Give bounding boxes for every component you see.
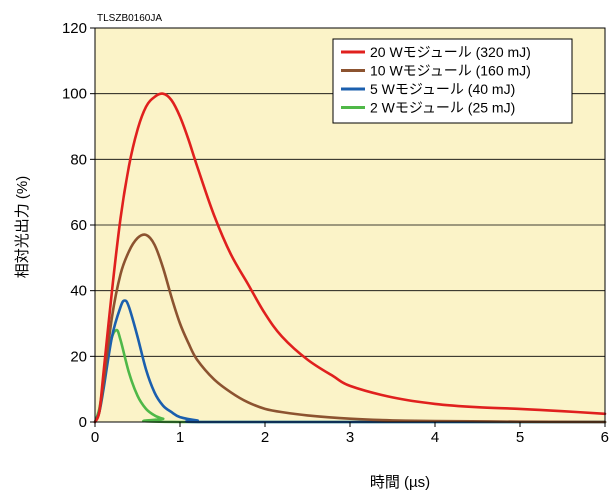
x-tick-label: 3 <box>346 429 354 446</box>
x-tick-label: 0 <box>91 429 99 446</box>
x-tick-label: 4 <box>431 429 439 446</box>
x-tick-label: 6 <box>601 429 609 446</box>
y-tick-label: 0 <box>79 414 87 431</box>
x-tick-label: 5 <box>516 429 524 446</box>
legend-box <box>332 38 573 124</box>
series-line-1 <box>93 92 607 424</box>
x-tick-label: 2 <box>261 429 269 446</box>
y-tick-label: 60 <box>70 217 87 234</box>
x-axis-ticks: 0 1 2 3 4 5 6 <box>91 422 609 446</box>
figure-code: TLSZB0160JA <box>97 13 162 24</box>
y-tick-label: 120 <box>62 20 87 37</box>
y-axis-ticks: 0 20 40 60 80 100 120 <box>62 20 95 431</box>
y-tick-label: 40 <box>70 283 87 300</box>
gridlines <box>95 93 605 357</box>
y-tick-label: 20 <box>70 348 87 365</box>
y-tick-label: 80 <box>70 151 87 168</box>
x-tick-label: 1 <box>176 429 184 446</box>
legend: 20 Wモジュール (320 mJ) 10 Wモジュール (160 mJ) 5 Wモ… <box>332 38 573 124</box>
series-line-2 <box>93 233 607 424</box>
legend-label: 20 Wモジュール (320 mJ) <box>370 44 531 60</box>
legend-label: 5 Wモジュール (40 mJ) <box>370 81 515 97</box>
x-axis-title: 時間 (µs) <box>370 474 430 491</box>
y-axis-title: 相対光出力 (%) <box>14 176 31 279</box>
legend-label: 2 Wモジュール (25 mJ) <box>370 100 515 116</box>
y-tick-label: 100 <box>62 86 87 103</box>
legend-label: 10 Wモジュール (160 mJ) <box>370 63 531 79</box>
